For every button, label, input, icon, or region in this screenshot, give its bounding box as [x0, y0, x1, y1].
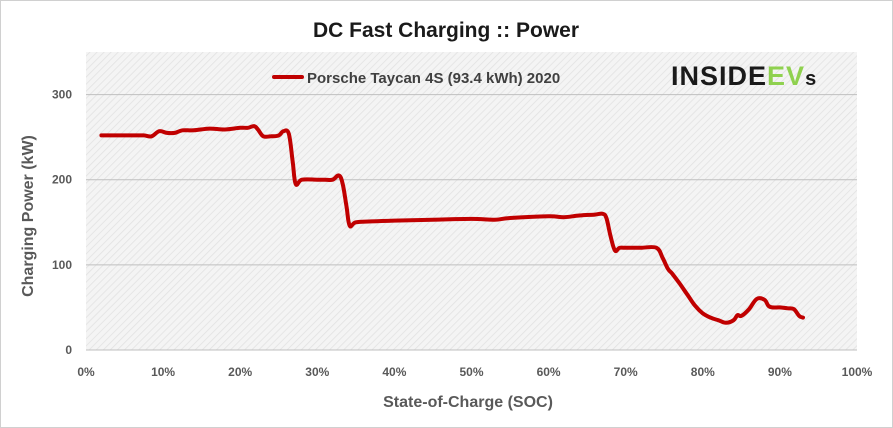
plot-area [86, 52, 857, 350]
series-line [99, 124, 805, 325]
x-tick-label: 40% [382, 365, 406, 379]
series-layer [99, 124, 805, 325]
x-tick-label: 100% [842, 365, 873, 379]
x-tick-label: 10% [151, 365, 175, 379]
x-tick-label: 70% [614, 365, 638, 379]
legend: Porsche Taycan 4S (93.4 kWh) 2020 [272, 70, 560, 87]
legend-label: Porsche Taycan 4S (93.4 kWh) 2020 [307, 70, 560, 87]
y-tick-label: 0 [65, 343, 72, 357]
chart-title: DC Fast Charging :: Power [313, 19, 579, 42]
x-tick-label: 30% [305, 365, 329, 379]
x-axis-title: State-of-Charge (SOC) [383, 394, 553, 411]
x-tick-label: 60% [537, 365, 561, 379]
x-axis-ticks: 0% 10% 20% 30% 40% 50% 60% 70% 80% 90% 100% [77, 365, 872, 379]
x-tick-label: 0% [77, 365, 95, 379]
insideevs-logo: INSIDEEVs [671, 61, 816, 91]
y-tick-label: 100 [52, 258, 72, 272]
y-axis-title: Charging Power (kW) [20, 135, 37, 297]
y-tick-label: 200 [52, 173, 72, 187]
svg-text:INSIDEEVs: INSIDEEVs [671, 61, 816, 91]
x-tick-label: 50% [459, 365, 483, 379]
x-tick-label: 80% [691, 365, 715, 379]
y-axis-ticks: 0 100 200 300 [52, 88, 72, 357]
x-tick-label: 20% [228, 365, 252, 379]
gridlines [86, 94, 857, 351]
x-tick-label: 90% [768, 365, 792, 379]
y-tick-label: 300 [52, 88, 72, 102]
